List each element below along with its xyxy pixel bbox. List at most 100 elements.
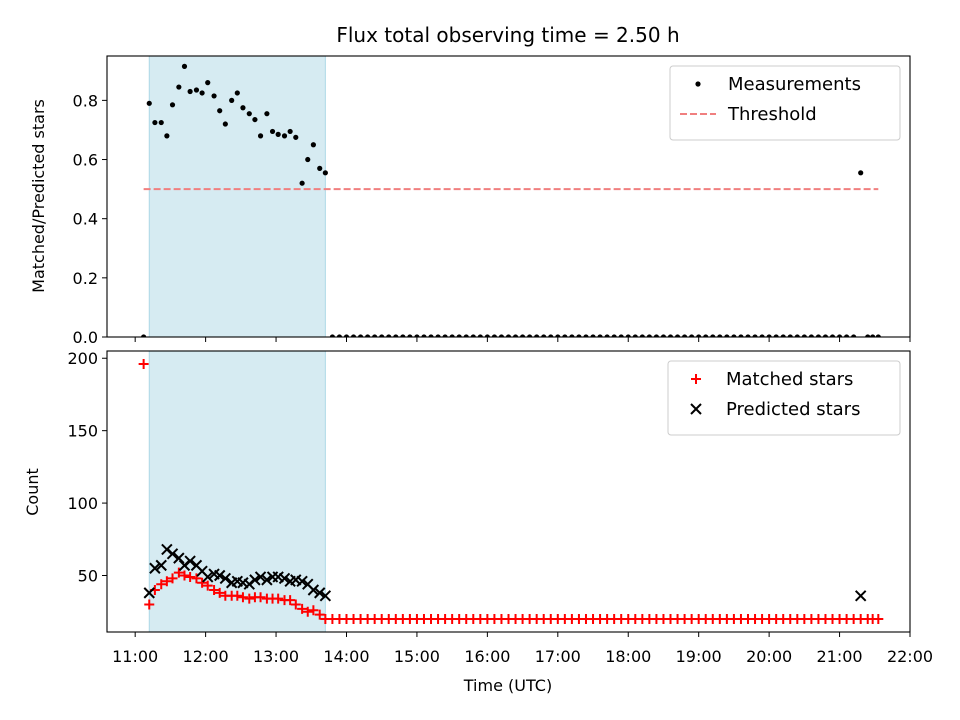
data-point bbox=[293, 134, 299, 140]
series-predicted-stars bbox=[143, 543, 867, 602]
top-plot-area bbox=[141, 56, 881, 337]
y-tick-label: 100 bbox=[67, 494, 98, 513]
data-point bbox=[660, 334, 667, 337]
data-point bbox=[815, 334, 822, 337]
data-point bbox=[308, 605, 319, 616]
data-point bbox=[249, 574, 261, 586]
legend-label: Matched stars bbox=[726, 369, 853, 390]
series-measurements bbox=[141, 63, 881, 337]
data-point bbox=[287, 128, 293, 135]
data-point bbox=[187, 88, 193, 95]
data-point bbox=[219, 572, 232, 585]
top-panel: 0.0 0.2 0.4 0.6 0.8 Measurements Threshold bbox=[73, 55, 911, 347]
data-point bbox=[322, 170, 328, 176]
data-point bbox=[290, 599, 301, 610]
data-point bbox=[400, 334, 406, 337]
top-y-axis-label: Matched/Predicted stars bbox=[29, 99, 48, 293]
data-point bbox=[169, 102, 176, 108]
data-point bbox=[158, 119, 164, 126]
data-point bbox=[710, 334, 716, 337]
data-point bbox=[477, 334, 483, 337]
data-point bbox=[696, 334, 702, 337]
data-point bbox=[442, 334, 448, 337]
data-point bbox=[745, 334, 751, 337]
y-tick-label: 0.2 bbox=[73, 269, 98, 288]
data-point bbox=[604, 334, 610, 337]
x-tick-label: 13:00 bbox=[253, 647, 299, 666]
data-point bbox=[141, 334, 147, 337]
data-point bbox=[548, 334, 554, 337]
data-point bbox=[179, 570, 190, 581]
data-point bbox=[717, 334, 723, 337]
data-point bbox=[232, 590, 243, 601]
data-point bbox=[209, 584, 220, 595]
observing-time-span bbox=[148, 351, 326, 632]
data-point bbox=[202, 571, 214, 583]
data-point bbox=[752, 334, 758, 337]
data-point bbox=[237, 592, 248, 603]
data-point bbox=[229, 97, 235, 103]
data-point bbox=[252, 116, 258, 123]
x-tick-label: 18:00 bbox=[605, 647, 651, 666]
x-tick-label: 22:00 bbox=[887, 647, 933, 666]
x-tick-label: 20:00 bbox=[746, 647, 792, 666]
data-point bbox=[202, 580, 213, 591]
legend-label: Measurements bbox=[728, 74, 861, 95]
data-point bbox=[870, 334, 876, 337]
data-point bbox=[305, 156, 311, 163]
data-point bbox=[185, 571, 196, 582]
data-point bbox=[703, 334, 709, 337]
data-point bbox=[255, 592, 266, 603]
chart-title: Flux total observing time = 2.50 h bbox=[336, 23, 679, 47]
data-point bbox=[278, 572, 291, 585]
bottom-panel: 50 100 150 200 11:00 12:00 13:00 14:00 15:00 16:0… bbox=[67, 349, 933, 666]
data-point bbox=[844, 334, 850, 337]
legend-marker bbox=[691, 374, 701, 384]
legend-label: Predicted stars bbox=[726, 399, 860, 420]
data-point bbox=[858, 170, 864, 176]
top-legend: Measurements Threshold bbox=[669, 65, 901, 141]
data-point bbox=[808, 334, 814, 337]
data-point bbox=[674, 334, 681, 337]
data-point bbox=[414, 334, 420, 337]
data-point bbox=[731, 334, 737, 337]
data-point bbox=[152, 119, 158, 126]
data-point bbox=[234, 90, 240, 96]
data-point bbox=[314, 587, 326, 599]
data-point bbox=[801, 334, 807, 337]
x-tick-label: 17:00 bbox=[535, 647, 581, 666]
x-tick-label: 19:00 bbox=[676, 647, 722, 666]
data-point bbox=[583, 334, 589, 337]
x-tick-label: 12:00 bbox=[183, 647, 229, 666]
data-point bbox=[240, 105, 246, 111]
bottom-plot-area bbox=[138, 351, 884, 632]
data-point bbox=[138, 359, 149, 370]
data-point bbox=[156, 579, 167, 590]
series-matched-stars bbox=[138, 359, 884, 624]
data-point bbox=[336, 334, 343, 337]
data-point bbox=[167, 573, 178, 584]
data-point bbox=[505, 334, 512, 337]
data-point bbox=[173, 567, 184, 578]
data-point bbox=[512, 334, 519, 337]
data-point bbox=[269, 128, 276, 135]
data-point bbox=[787, 334, 793, 337]
data-point bbox=[562, 334, 568, 337]
data-point bbox=[205, 80, 211, 86]
data-point bbox=[343, 334, 350, 337]
data-point bbox=[173, 552, 185, 564]
legend-frame bbox=[667, 360, 901, 436]
data-point bbox=[456, 334, 462, 337]
x-tick-label: 11:00 bbox=[112, 647, 158, 666]
data-point bbox=[724, 334, 730, 337]
data-point bbox=[875, 334, 881, 337]
x-tick-label: 14:00 bbox=[323, 647, 369, 666]
y-tick-label: 50 bbox=[78, 567, 98, 586]
x-axis-label: Time (UTC) bbox=[463, 676, 552, 695]
data-point bbox=[865, 334, 871, 337]
x-tick-label: 21:00 bbox=[817, 647, 863, 666]
data-point bbox=[386, 334, 392, 337]
data-point bbox=[222, 121, 228, 127]
data-point bbox=[873, 613, 884, 624]
